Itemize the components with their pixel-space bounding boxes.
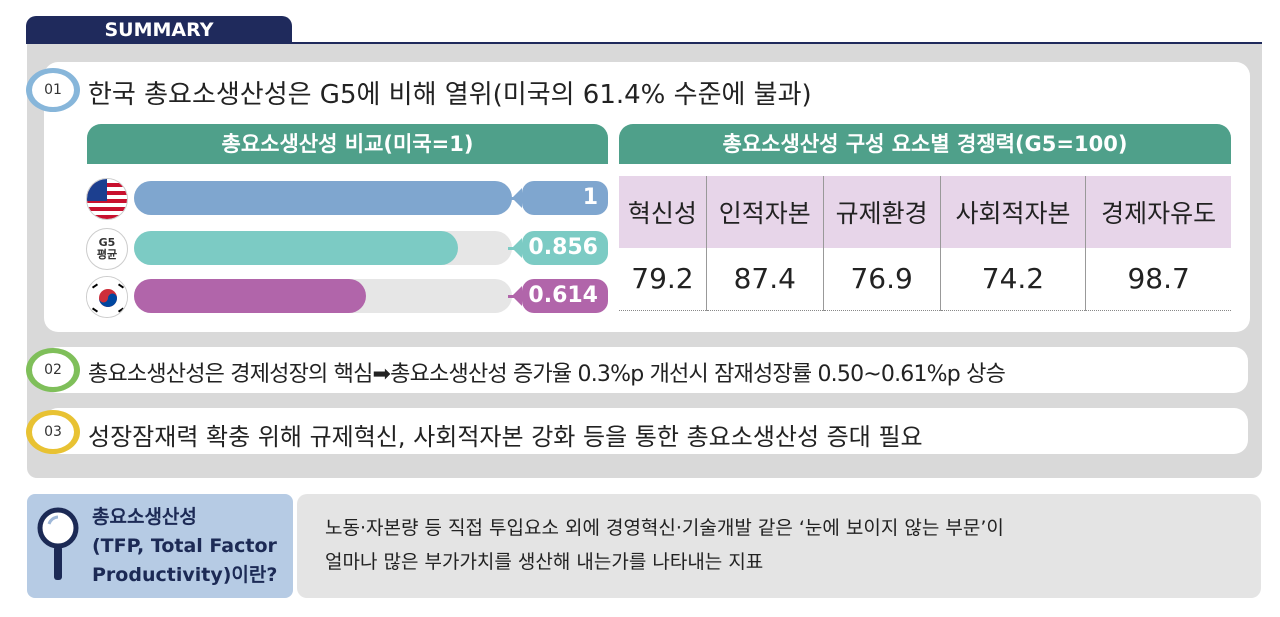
point-number-03: 03: [32, 415, 74, 449]
g5-label: G5: [98, 236, 116, 249]
col-social-capital: 사회적자본: [940, 176, 1087, 248]
table-value-row: 79.2 87.4 76.9 74.2 98.7: [619, 248, 1231, 311]
col-regulation: 규제환경: [823, 176, 941, 248]
point-badge-03: 03: [26, 410, 80, 454]
definition-box: [27, 494, 293, 598]
point-badge-01: 01: [26, 68, 80, 112]
bar-track-korea: [134, 279, 512, 313]
value-label-g5: 0.856: [512, 231, 608, 265]
bar-korea: [134, 279, 367, 313]
bar-us: [134, 181, 512, 215]
point-text-01: 한국 총요소생산성은 G5에 비해 열위(미국의 61.4% 수준에 불과): [88, 80, 812, 110]
summary-tab: SUMMARY: [26, 16, 292, 44]
point-card-03: [44, 408, 1248, 454]
point-number-01: 01: [32, 73, 74, 107]
bar-track-g5: [134, 231, 512, 265]
bar-track-us: [134, 181, 512, 215]
val-regulation: 76.9: [823, 248, 941, 311]
bar-g5: [134, 231, 458, 265]
val-economic-freedom: 98.7: [1085, 248, 1231, 311]
tfp-components-header: 총요소생산성 구성 요소별 경쟁력(G5=100): [619, 124, 1231, 164]
value-korea: 0.614: [528, 283, 598, 308]
point-text-02: 총요소생산성은 경제성장의 핵심➡총요소생산성 증가율 0.3%p 개선시 잠재…: [88, 362, 1006, 387]
point-card-02: [44, 347, 1248, 393]
col-economic-freedom: 경제자유도: [1085, 176, 1231, 248]
val-innovation: 79.2: [619, 248, 707, 311]
g5-average-icon: G5 평균: [86, 228, 128, 270]
g5-avg-label: 평균: [96, 248, 118, 261]
definition-title: 총요소생산성 (TFP, Total Factor Productivity)이…: [92, 503, 277, 590]
korea-flag-icon: [86, 276, 128, 318]
point-text-03: 성장잠재력 확충 위해 규제혁신, 사회적자본 강화 등을 통한 총요소생산성 …: [88, 423, 923, 451]
tfp-compare-header: 총요소생산성 비교(미국=1): [87, 124, 608, 164]
value-g5: 0.856: [528, 235, 598, 260]
col-innovation: 혁신성: [619, 176, 707, 248]
point-number-02: 02: [32, 353, 74, 387]
us-flag-icon: [86, 178, 128, 220]
summary-rule: [26, 42, 1262, 44]
definition-title-line-3: Productivity)이란?: [92, 564, 278, 586]
definition-title-line-1: 총요소생산성: [92, 506, 197, 528]
value-us: 1: [582, 185, 598, 210]
definition-desc-line-1: 노동·자본량 등 직접 투입요소 외에 경영혁신·기술개발 같은 ‘눈에 보이지…: [325, 517, 1004, 539]
definition-title-line-2: (TFP, Total Factor: [92, 535, 277, 557]
value-label-us: 1: [512, 181, 608, 215]
tfp-components-table: 혁신성 인적자본 규제환경 사회적자본 경제자유도 79.2 87.4 76.9…: [619, 176, 1231, 311]
table-header-row: 혁신성 인적자본 규제환경 사회적자본 경제자유도: [619, 176, 1231, 248]
definition-description: 노동·자본량 등 직접 투입요소 외에 경영혁신·기술개발 같은 ‘눈에 보이지…: [297, 494, 1261, 598]
magnifier-icon: [36, 506, 84, 590]
definition-desc-line-2: 얼마나 많은 부가가치를 생산해 내는가를 나타내는 지표: [325, 551, 764, 573]
col-human-capital: 인적자본: [706, 176, 824, 248]
val-human-capital: 87.4: [706, 248, 824, 311]
val-social-capital: 74.2: [940, 248, 1087, 311]
value-label-korea: 0.614: [512, 279, 608, 313]
point-badge-02: 02: [26, 348, 80, 392]
